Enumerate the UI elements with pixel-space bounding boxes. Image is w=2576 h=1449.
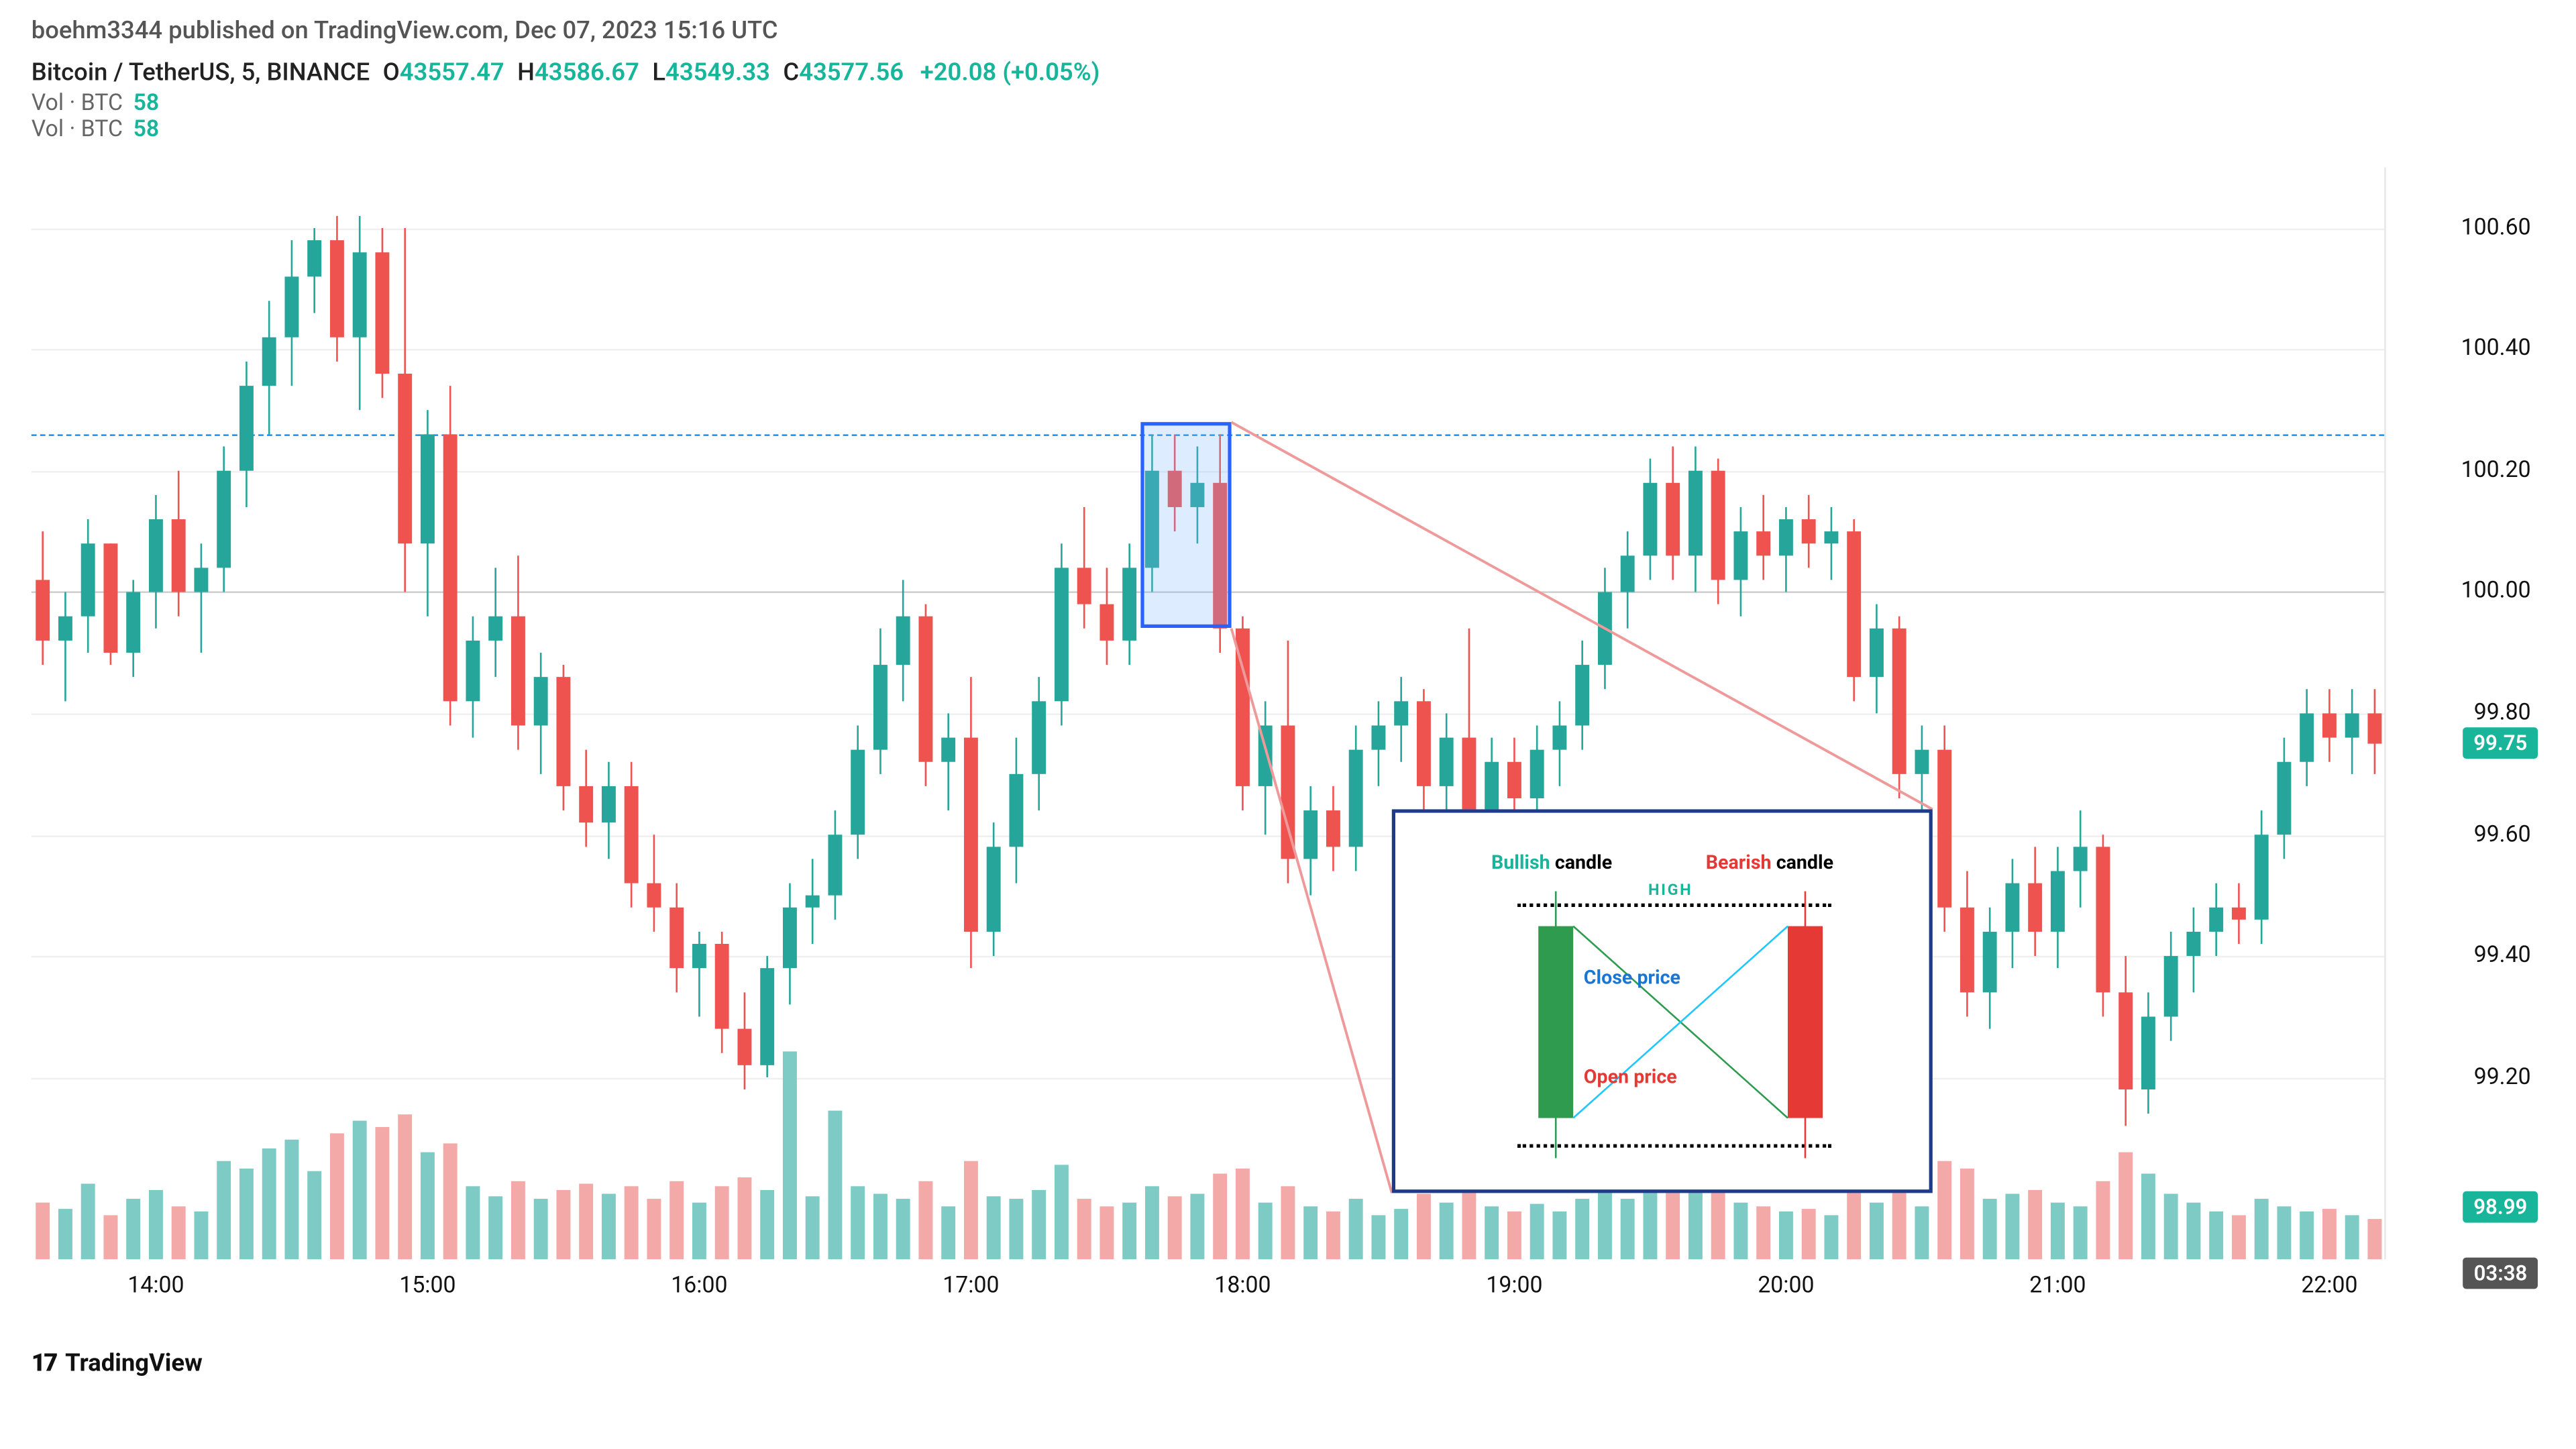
high-label: H (517, 59, 535, 87)
vol1-label: Vol · BTC (32, 91, 123, 117)
vol2-value: 58 (133, 117, 160, 143)
y-tick: 100.40 (2461, 336, 2531, 362)
x-tick: 14:00 (127, 1273, 184, 1299)
candle-legend-callout: Bullish candle Bearish candle HIGH Close… (1392, 809, 1933, 1193)
tradingview-logo-icon: 17 (32, 1350, 56, 1378)
chart-pane[interactable]: Bullish candle Bearish candle HIGH Close… (32, 168, 2386, 1260)
change-value: +20.08 (+0.05%) (920, 59, 1100, 87)
publish-info: boehm3344 published on TradingView.com, … (0, 0, 2575, 56)
connector-lines (32, 168, 2384, 1260)
x-tick: 19:00 (1486, 1273, 1542, 1299)
vol2-label: Vol · BTC (32, 117, 123, 143)
countdown-badge: 03:38 (2463, 1258, 2538, 1289)
y-tick: 99.40 (2474, 943, 2531, 969)
x-tick: 17:00 (943, 1273, 999, 1299)
current-price-badge: 99.75 (2463, 728, 2538, 759)
volume-row-2: Vol · BTC 58 (0, 117, 2575, 143)
close-price-label: Close price (1584, 966, 1680, 989)
low-value: 43549.33 (665, 59, 770, 87)
low-label: L (652, 59, 665, 87)
legend-diagram (1395, 813, 1929, 1190)
y-tick: 100.00 (2461, 579, 2531, 605)
x-tick: 16:00 (671, 1273, 727, 1299)
open-label: O (383, 59, 400, 87)
x-tick: 22:00 (2301, 1273, 2357, 1299)
open-price-label: Open price (1584, 1066, 1677, 1089)
y-tick: 99.20 (2474, 1064, 2531, 1090)
y-axis: 100.60 100.40 100.20 100.00 99.80 99.60 99.40 9… (2387, 168, 2544, 1260)
brand-name: TradingView (65, 1350, 203, 1378)
open-value: 43557.47 (400, 59, 504, 87)
y-tick: 99.80 (2474, 700, 2531, 727)
x-tick: 21:00 (2029, 1273, 2086, 1299)
close-label: C (783, 59, 799, 87)
x-axis: 14:00 15:00 16:00 17:00 18:00 19:00 20:00 21:00… (32, 1273, 2386, 1315)
volume-price-badge: 98.99 (2463, 1191, 2538, 1223)
close-value: 43577.56 (799, 59, 904, 87)
symbol-name[interactable]: Bitcoin / TetherUS, 5, BINANCE (32, 59, 370, 87)
x-tick: 18:00 (1214, 1273, 1271, 1299)
x-tick: 15:00 (399, 1273, 455, 1299)
symbol-row: Bitcoin / TetherUS, 5, BINANCE O43557.47… (0, 56, 2575, 91)
volume-row-1: Vol · BTC 58 (0, 91, 2575, 117)
y-tick: 99.60 (2474, 822, 2531, 848)
y-tick: 100.20 (2461, 458, 2531, 484)
y-tick: 100.60 (2461, 215, 2531, 241)
footer-branding: 17 TradingView (32, 1350, 203, 1378)
vol1-value: 58 (133, 91, 160, 117)
x-tick: 20:00 (1758, 1273, 1814, 1299)
high-value: 43586.67 (535, 59, 639, 87)
